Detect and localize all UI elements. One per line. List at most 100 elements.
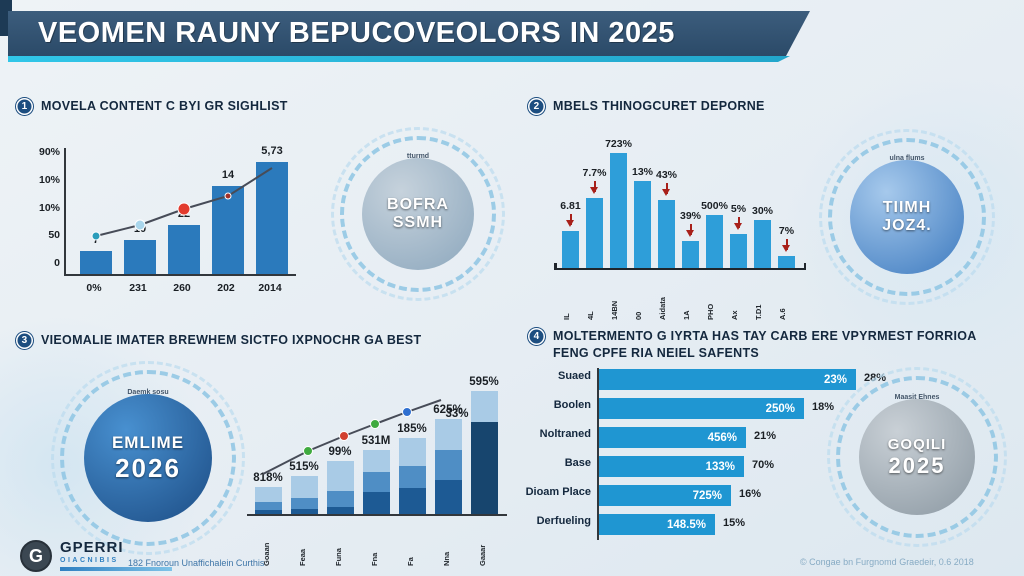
bar-value-label: 595% <box>469 376 499 388</box>
bar-value-label: 5,73 <box>261 145 283 157</box>
stacked-bar <box>255 487 282 514</box>
bar-value-label: 625% <box>433 404 463 416</box>
bar-segment <box>255 502 282 510</box>
x-axis-tick: Fna <box>370 552 379 566</box>
bar-extra-label: 33% <box>445 408 469 420</box>
x-axis-tick: 260 <box>173 282 191 294</box>
bar-value-label: 39% <box>679 210 701 222</box>
stacked-bar <box>435 419 462 514</box>
bar-outside-label: 15% <box>723 517 746 529</box>
bar-outside-label: 28% <box>864 372 887 384</box>
stacked-bar <box>291 476 318 514</box>
circle-badge-1: tturmd BOFRA SSMH <box>304 100 532 328</box>
bar-value-label: 30% <box>751 205 773 217</box>
section-4-title: MOLTERMENTO G IYRTA HAS TAY CARB ERE VPY… <box>553 329 977 360</box>
hbar-row: Derfueling 148.5% 15% <box>515 511 887 540</box>
stacked-bar <box>399 438 426 514</box>
bar-value-label: 723% <box>605 138 632 150</box>
bar-segment <box>435 480 462 514</box>
y-axis-tick: 0 <box>54 257 60 270</box>
bar-segment <box>327 461 354 491</box>
title-banner: VEOMEN RAUNY BEPUCOVEOLORS IN 2025 <box>8 11 810 56</box>
footer-note: 182 Fnoroun Unaffichalein Curthis <box>128 558 265 568</box>
hbar-row: Noltraned 456% 21% <box>515 424 887 453</box>
bar-value-label: 148.5% <box>666 518 706 531</box>
badge-inner-circle: BOFRA SSMH <box>362 158 474 270</box>
bar-value-label: 6.81 <box>560 200 581 212</box>
x-axis-tick: Aidata <box>658 297 667 320</box>
bar-value-label: 5% <box>730 203 747 215</box>
bar-segment <box>291 509 318 514</box>
row-label: Suaed <box>557 370 591 382</box>
bar-segment <box>255 487 282 502</box>
badge-text: GOQILI <box>887 435 947 453</box>
badge-small-label: tturmd <box>406 153 430 161</box>
bar-value-label: 515% <box>289 461 319 473</box>
bar-value-label: 531M <box>361 435 391 447</box>
bar-segment <box>363 492 390 514</box>
bar-value-label: 99% <box>328 446 352 458</box>
x-axis-tick: T.D1 <box>754 304 763 320</box>
y-axis-tick: 10% <box>38 201 60 214</box>
x-axis-tick: 14BN <box>610 300 619 320</box>
stacked-bar <box>363 450 390 514</box>
bar-outside-label: 16% <box>739 488 762 500</box>
x-axis-tick: 202 <box>217 282 235 294</box>
y-axis-tick: 90% <box>38 146 60 158</box>
hbar-row: Dioam Place 725% 16% <box>515 482 887 511</box>
x-axis-tick: 4L <box>586 311 595 320</box>
bar <box>610 153 627 268</box>
bar-segment <box>327 491 354 507</box>
chart-horizontal-bar: Suaed 23% 28% Boolen 250% 18% Noltraned 456% 21%… <box>515 366 887 544</box>
badge-ring-icon <box>60 370 236 546</box>
value-axis <box>597 368 599 540</box>
bar: 250% <box>599 398 804 419</box>
logo-subtitle: OIACNIBIS <box>60 557 119 564</box>
badge-text: TIIMH <box>882 199 932 216</box>
bar <box>168 225 200 274</box>
bar <box>682 241 699 268</box>
trend-line <box>91 167 273 241</box>
section-3-title: VIEOMALIE IMATER BREWHEM SICTFO IXPNOCHR… <box>41 333 422 347</box>
bar-value-label: 13% <box>631 166 653 178</box>
bar-value-label: 185% <box>397 423 427 435</box>
logo-underline <box>60 567 172 571</box>
bar-segment <box>435 450 462 480</box>
x-axis-tick: IL <box>562 313 571 320</box>
badge-inner-circle: TIIMH JOZ4. <box>850 160 964 274</box>
section-4-header: 4 MOLTERMENTO G IYRTA HAS TAY CARB ERE V… <box>528 328 980 362</box>
chart-bar-arrows: 6.81 7.7% 723% 13% 43% 39% 500% 5% 30% 7% IL 4L 14BN… <box>548 128 814 320</box>
bar <box>658 200 675 268</box>
bar-segment <box>399 488 426 514</box>
badge-text: JOZ4. <box>882 217 932 234</box>
badge-ring-icon <box>340 136 496 292</box>
logo-text-block: GPERRI OIACNIBIS <box>60 540 172 571</box>
logo-g-icon: G <box>20 540 52 572</box>
bar-segment <box>471 422 498 514</box>
circle-badge-4: Maasit Ehnes GOQILI 2025 <box>799 339 1024 575</box>
red-down-arrow-icon <box>782 239 790 252</box>
bar-value-label: 133% <box>705 460 735 473</box>
bar <box>634 181 651 268</box>
chart-stacked-bar: 818% 515% 99% 531M 185% 625% 595% 33% Goaan Feaa F… <box>243 372 513 572</box>
red-down-arrow-icon <box>734 217 742 230</box>
chart-plot-area: 818% 515% 99% 531M 185% 625% 595% 33% <box>247 374 507 516</box>
section-3-number-icon: 3 <box>16 332 33 349</box>
bar-segment <box>399 438 426 466</box>
badge-text: 2026 <box>115 452 181 483</box>
footer-copyright: © Congae bn Furgnomd Graedeir, 0.6 2018 <box>800 557 974 567</box>
x-axis-tick: Nna <box>442 551 451 566</box>
stacked-bar <box>327 461 354 514</box>
x-axis-tick: 231 <box>129 282 147 294</box>
x-axis-tick: A.6 <box>778 308 787 320</box>
badge-inner-circle: GOQILI 2025 <box>859 399 975 515</box>
section-2-title: MBELS THINOGCURET DEPORNE <box>553 99 765 113</box>
bar: 725% <box>599 485 731 506</box>
x-axis-tick: 00 <box>634 311 643 320</box>
hbar-row: Base 133% 70% <box>515 453 887 482</box>
section-1-header: 1 MOVELA CONTENT C BYI GR SIGHLIST <box>16 98 446 115</box>
banner-accent-stripe <box>8 56 790 62</box>
chart-plot-area: 6.81 7.7% 723% 13% 43% 39% 500% 5% 30% 7% <box>554 138 806 270</box>
badge-text: BOFRA <box>387 196 449 213</box>
